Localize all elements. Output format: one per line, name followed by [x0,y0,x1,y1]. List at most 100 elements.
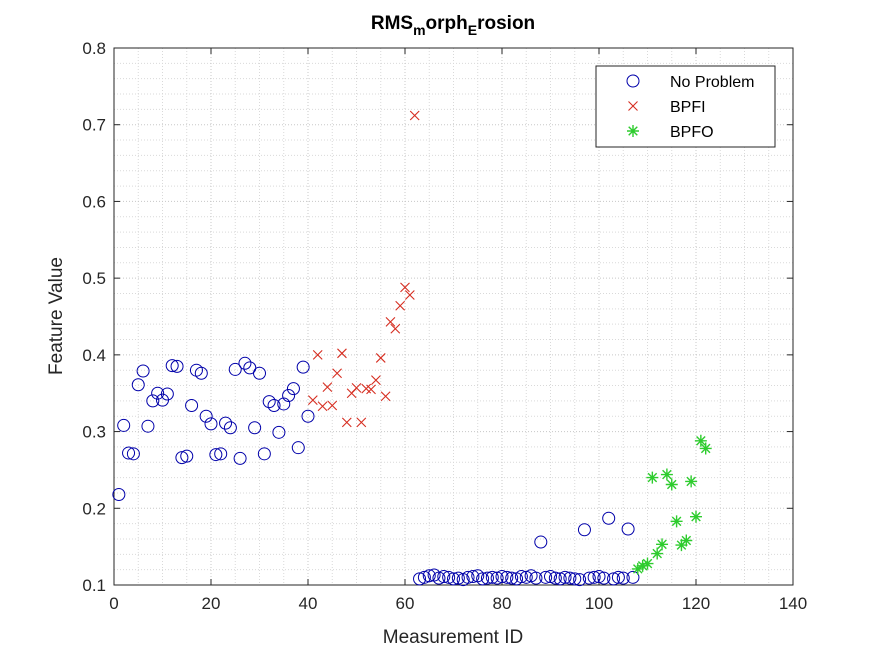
data-point [272,425,286,439]
minor-grid [114,48,793,585]
data-point [656,538,669,551]
data-point [587,570,601,584]
data-point [553,572,567,586]
x-tick-label: 60 [396,594,415,613]
data-point [461,570,475,584]
data-point [390,323,401,334]
data-point [437,570,451,584]
data-point [131,378,145,392]
data-point [680,534,693,547]
data-point [170,359,184,373]
legend-marker [628,101,638,111]
y-axis-label: Feature Value [46,257,67,375]
data-point [476,572,490,586]
data-point [380,391,391,402]
data-point [223,421,237,435]
y-tick-labels: 0.1 0.2 0.3 0.4 0.5 0.6 0.7 0.8 [82,39,106,595]
data-point [611,570,625,584]
data-marks [112,110,712,587]
data-point [356,417,367,428]
data-point [616,571,630,585]
data-point [573,573,587,587]
legend-box [595,65,776,148]
data-point [451,571,465,585]
data-point [214,447,228,461]
data-point [466,570,480,584]
data-point [286,382,300,396]
data-point [417,570,431,584]
data-point [607,572,621,586]
data-point [238,356,252,370]
data-point [409,110,420,121]
data-point [422,569,436,583]
data-point [602,511,616,525]
data-point [485,570,499,584]
data-point [277,397,291,411]
data-point [432,571,446,585]
data-point [694,434,707,447]
x-tick-label: 80 [493,594,512,613]
data-point [327,400,338,411]
x-axis-label: Measurement ID [383,627,523,648]
data-point [544,570,557,584]
data-point [442,570,456,584]
y-tick-label: 0.4 [82,346,106,365]
legend-marker [626,74,640,88]
data-point [385,316,396,327]
data-point [699,442,712,455]
data-point [262,395,276,409]
data-point [577,523,591,537]
data-point [301,409,315,423]
data-point [307,395,318,406]
legend-label: BPFI [670,99,706,116]
data-point [404,290,415,300]
x-tick-label: 40 [299,594,318,613]
data-point [413,572,427,586]
data-point [341,417,352,428]
data-point [175,451,189,465]
data-point [670,515,683,528]
data-point [126,447,140,461]
x-tick-label: 0 [109,594,118,613]
data-point [291,441,305,455]
data-point [117,418,131,432]
data-point [641,557,654,570]
data-point [529,571,543,585]
data-point [204,417,218,431]
data-point [351,382,362,393]
data-point [282,389,296,403]
data-point [534,535,548,549]
data-point [322,382,333,392]
y-tick-label: 0.3 [82,423,106,442]
data-point [151,386,165,400]
legend: No Problem BPFI BPFO [595,65,776,148]
data-point [651,547,664,560]
data-point [539,570,553,584]
y-tick-label: 0.2 [82,499,106,518]
data-point [690,510,702,523]
data-point [490,571,504,585]
series-0 [112,356,640,587]
data-point [665,478,678,491]
data-point [597,571,611,585]
y-tick-label: 0.7 [82,116,106,135]
legend-label: No Problem [670,74,754,91]
data-point [495,570,509,584]
data-point [112,487,126,501]
data-point [631,562,644,575]
data-point [675,539,688,552]
data-point [165,359,179,373]
data-point [366,384,376,395]
data-point [233,451,247,465]
data-point [337,348,347,359]
data-point [317,401,328,412]
data-point [514,570,528,584]
data-point [312,349,323,360]
x-tick-label: 140 [779,594,807,613]
x-tick-label: 100 [585,594,613,613]
data-point [548,571,562,585]
series-2 [631,434,712,575]
data-point [209,448,223,462]
